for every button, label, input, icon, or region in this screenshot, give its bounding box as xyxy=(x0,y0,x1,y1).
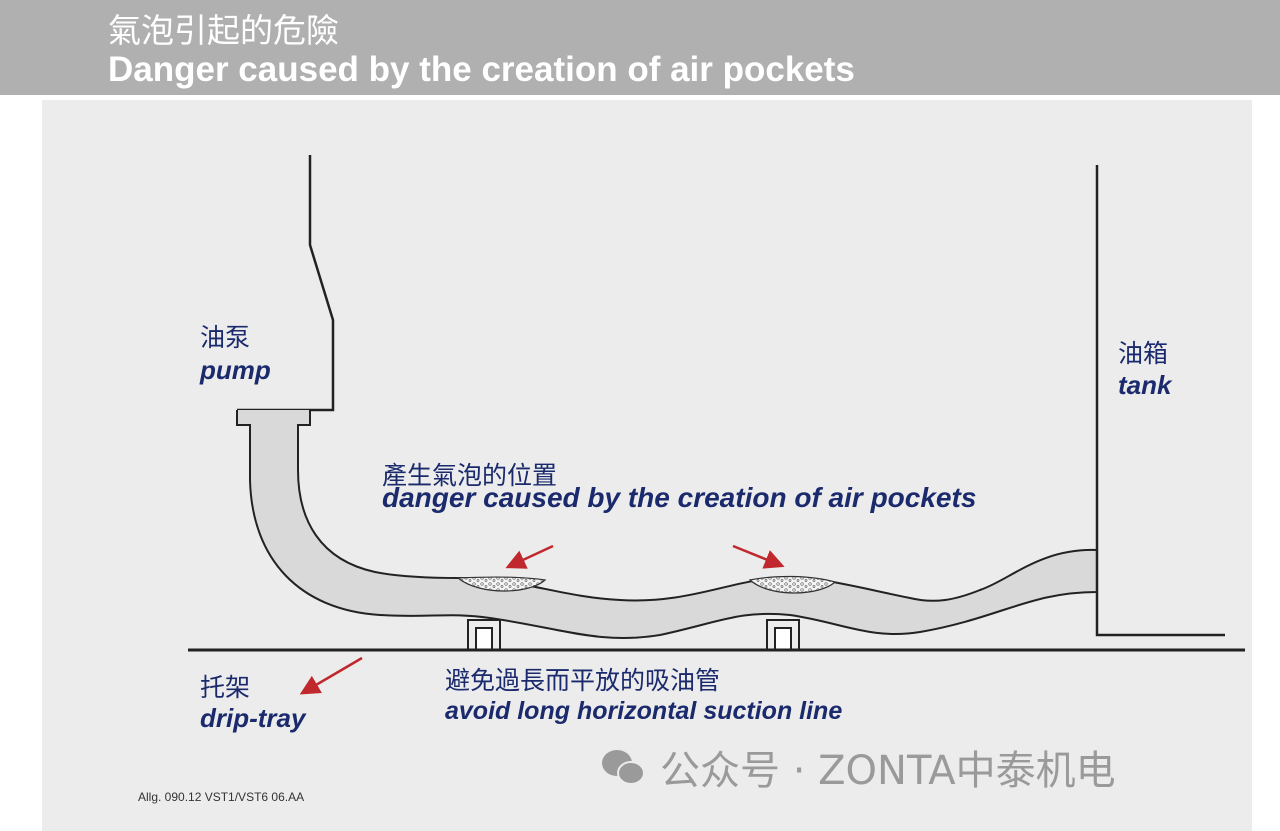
pockets-label-en: danger caused by the creation of air poc… xyxy=(382,482,977,513)
title-chinese: 氣泡引起的危險 xyxy=(108,11,339,50)
pump-label-cn: 油泵 xyxy=(200,323,251,352)
suction-pipe xyxy=(236,410,1098,640)
tank xyxy=(1095,165,1225,637)
arrow-right-pocket xyxy=(732,544,785,569)
pipe-supports xyxy=(467,619,800,651)
tank-label-cn: 油箱 xyxy=(1118,339,1169,368)
tank-label-en: tank xyxy=(1118,370,1172,400)
reference-code: Allg. 090.12 VST1/VST6 06.AA xyxy=(138,790,305,804)
wechat-icon xyxy=(602,750,645,785)
diagram-panel xyxy=(42,100,1252,831)
title-english: Danger caused by the creation of air poc… xyxy=(108,50,855,89)
pump-label-en: pump xyxy=(200,355,271,385)
arrow-left-pocket xyxy=(505,544,554,569)
tray-label-cn: 托架 xyxy=(200,673,251,702)
watermark-text: 公众号 · ZONTA中泰机电 xyxy=(660,748,1116,794)
air-pocket-right xyxy=(748,575,837,594)
line-label-en: avoid long horizontal suction line xyxy=(445,697,843,725)
watermark: 公众号 · ZONTA中泰机电 xyxy=(600,738,1116,796)
pockets-label-cn: 產生氣泡的位置 xyxy=(382,461,558,490)
arrows xyxy=(299,544,785,695)
arrow-drip-tray xyxy=(299,656,363,695)
tray-label-en: drip-tray xyxy=(200,703,306,733)
line-label-cn: 避免過長而平放的吸油管 xyxy=(445,666,721,695)
air-pocket-left xyxy=(456,576,547,592)
slide-header: 氣泡引起的危險 Danger caused by the creation of… xyxy=(0,0,1280,95)
